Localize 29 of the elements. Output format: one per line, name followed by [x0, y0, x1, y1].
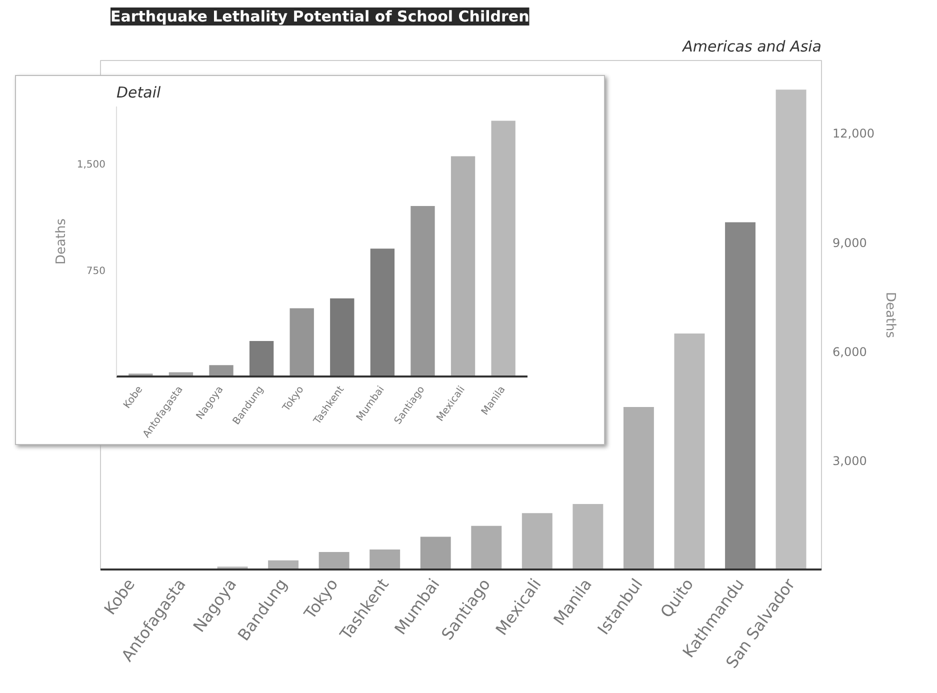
chart-title: Detail: [116, 84, 162, 102]
y-axis-title: Deaths: [54, 218, 69, 265]
y-tick-label: 1,500: [76, 159, 106, 170]
bar: [290, 308, 314, 376]
y-axis-title: Deaths: [882, 292, 898, 338]
bar: [318, 552, 350, 570]
bar: [410, 206, 435, 376]
bar: [725, 222, 756, 570]
bar: [249, 340, 274, 376]
y-tick-label: 12,000: [832, 126, 874, 141]
bar: [491, 120, 516, 376]
bar: [674, 334, 705, 570]
y-tick-label: 9,000: [832, 236, 867, 250]
y-tick-label: 3,000: [832, 454, 867, 468]
bar: [330, 298, 354, 376]
bar: [209, 365, 234, 376]
chart-subtitle: Americas and Asia: [682, 38, 822, 56]
bar: [471, 526, 502, 570]
bar: [522, 513, 552, 570]
bar: [623, 406, 654, 570]
y-tick-label: 6,000: [832, 344, 867, 359]
bar: [420, 536, 451, 570]
bar: [776, 90, 806, 570]
y-tick-label: 750: [86, 266, 106, 277]
bar: [370, 550, 400, 570]
bar: [370, 248, 395, 376]
chart-title: Earthquake Lethality Potential of School Children: [110, 8, 530, 26]
bar: [450, 156, 476, 376]
bar: [572, 504, 604, 570]
